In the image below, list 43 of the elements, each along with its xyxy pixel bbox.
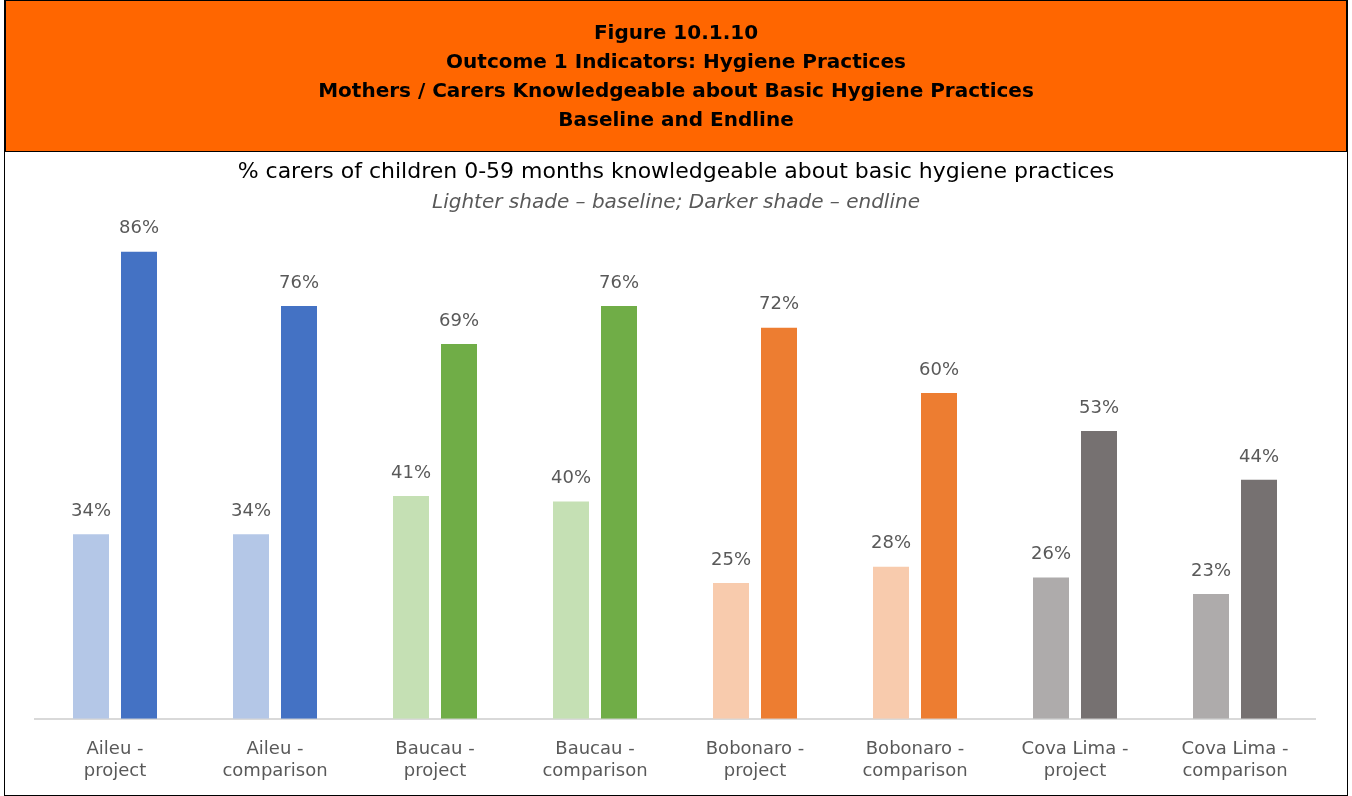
chart-subtitle: % carers of children 0-59 months knowledgeable about basic hygiene practices [236,158,1116,183]
data-label: 26% [1030,542,1072,564]
bar [393,496,429,719]
data-label: 41% [390,460,432,482]
bar [281,306,317,719]
data-label: 34% [70,498,112,520]
x-tick-label: Aileu - project [83,737,147,780]
x-tick-label: Bobonaro - comparison [862,737,968,780]
bar [713,583,749,719]
bar [601,306,637,719]
bar [233,534,269,719]
data-label: 69% [438,308,480,330]
x-tick-label: Cova Lima - comparison [1181,737,1289,780]
data-label: 76% [598,270,640,292]
bar [1033,577,1069,719]
data-label: 72% [758,292,800,314]
bar [1241,479,1277,719]
text: Lighter shade – baseline; Darker shade – endline [431,189,921,213]
bar [1193,593,1229,719]
x-tick-label: Bobonaro - project [705,737,805,780]
bar [73,534,109,719]
data-label: 34% [230,498,272,520]
data-label: 53% [1078,395,1120,417]
bar [1081,430,1117,719]
x-tick-label: Baucau - project [395,737,475,780]
bar [441,344,477,719]
data-label: 76% [278,270,320,292]
bar [761,327,797,719]
data-label: 23% [1190,558,1232,580]
data-label: 86% [118,216,160,238]
bar [121,251,157,719]
data-label: 60% [918,357,960,379]
data-label: 25% [710,547,752,569]
bar [553,501,589,719]
x-tick-label: Aileu - comparison [222,737,328,780]
data-label: 44% [1238,444,1280,466]
chart-title: Figure 10.1.10 Outcome 1 Indicators: Hygiene Practices Mothers / Carers Knowledgeable about Basic Hygiene Practices Baseline and Endline [5,0,1347,152]
x-tick-label: Cova Lima - project [1021,737,1129,780]
bar [921,392,957,719]
x-tick-label: Baucau - comparison [542,737,648,780]
bar [873,566,909,719]
data-label: 40% [550,466,592,488]
data-label: 28% [870,531,912,553]
